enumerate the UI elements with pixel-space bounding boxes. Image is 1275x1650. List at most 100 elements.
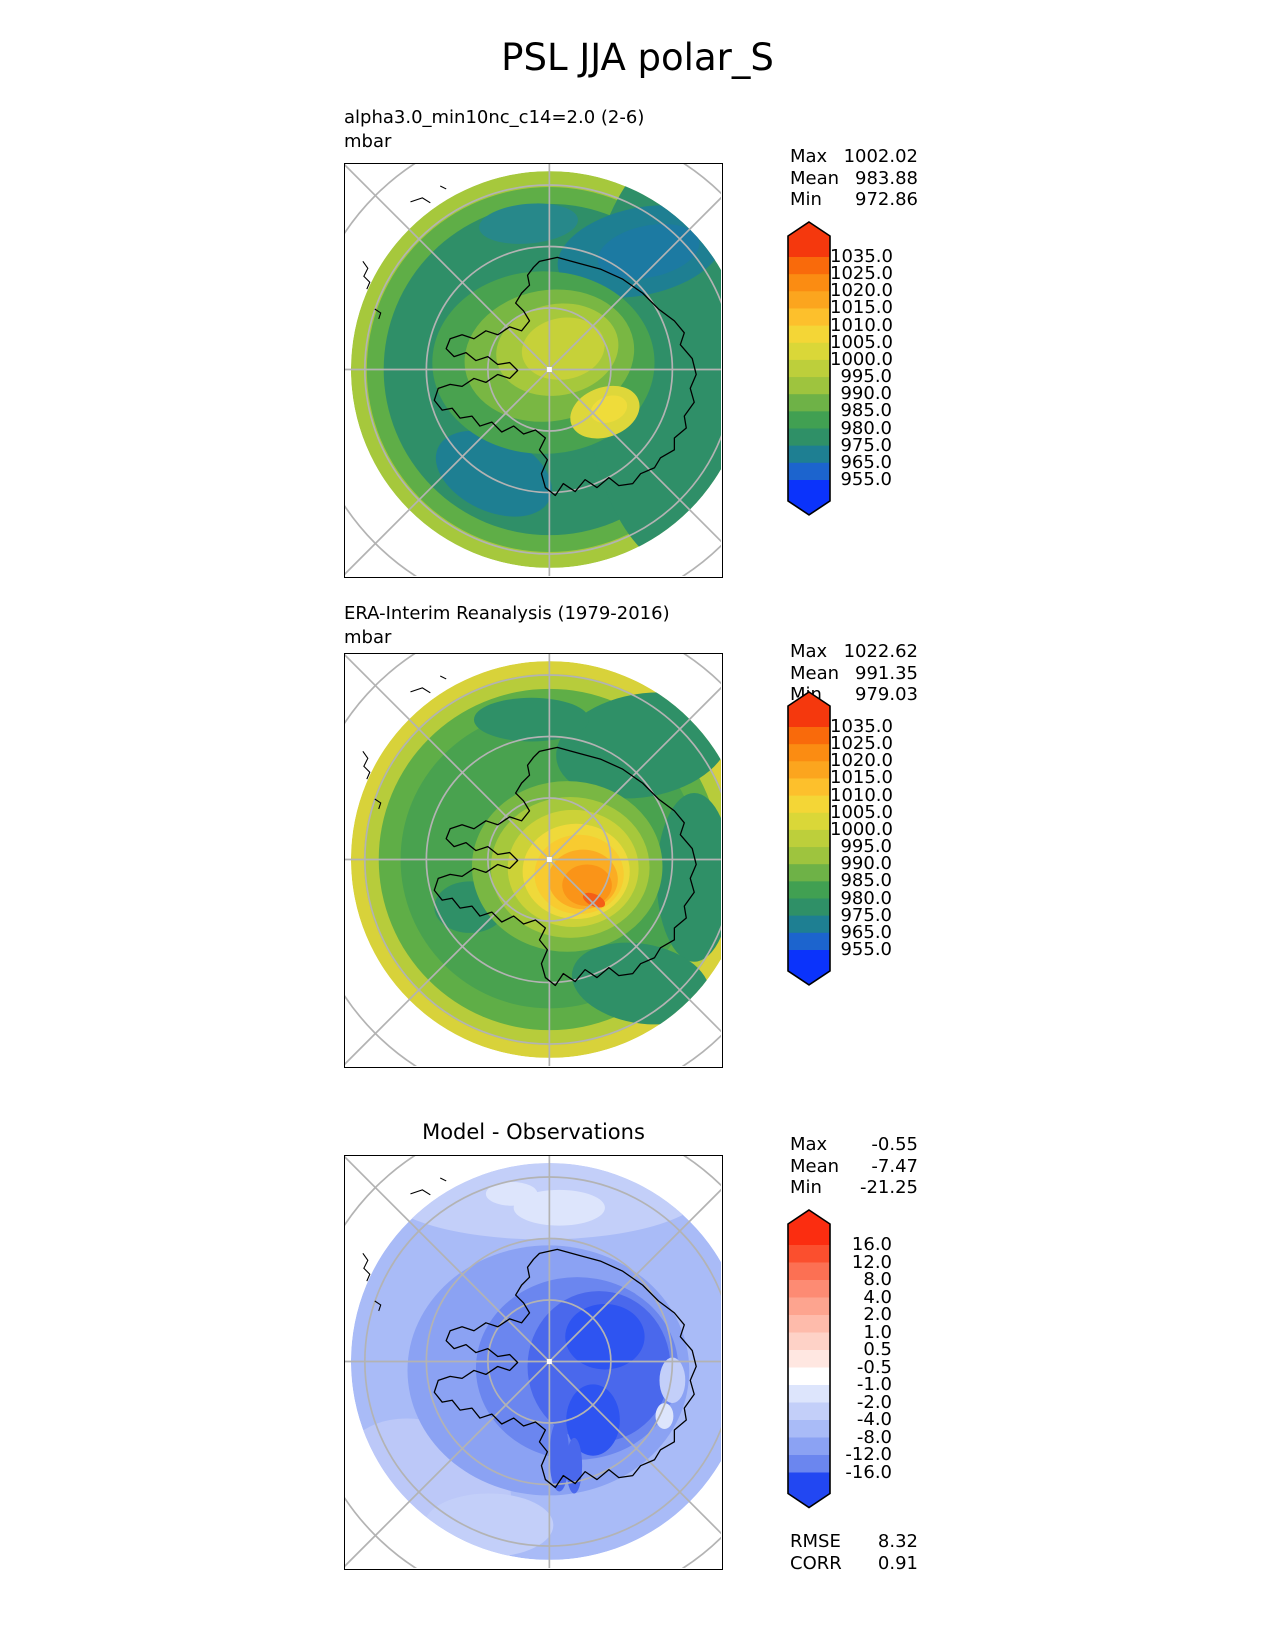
stat-row: Min -21.25 [790,1177,918,1199]
colorbar-tick-label: -8.0 [856,1426,892,1448]
colorbar-tick-label: 1015.0 [830,767,893,789]
colorbar-segment [788,829,830,848]
meridian-line [548,1188,721,1363]
graticule-layer [345,164,721,576]
colorbar-reference [786,690,832,993]
metric-row: RMSE 8.32 [790,1531,918,1553]
colorbar-tick-label: 1020.0 [830,750,893,772]
colorbar-tick-label: -0.5 [856,1356,892,1378]
colorbar-segment [788,256,830,275]
colorbar-tick-label: -2.0 [856,1391,892,1413]
metric-row: CORR 0.91 [790,1553,918,1575]
contour-region [473,697,590,742]
stat-label: Min [790,189,822,210]
colorbar-outline [787,221,831,516]
colorbar-segment [788,1350,830,1369]
colorbar-tick-label: -16.0 [845,1461,892,1483]
colorbar-segment [788,1262,830,1281]
colorbar-segment [788,377,830,395]
meridian-line [345,858,550,1066]
stat-label: Min [790,1177,822,1198]
panel-model-units: mbar [344,131,392,152]
island-coastline [374,1300,382,1312]
stat-row: Min 972.86 [790,189,918,211]
colorbar-segment [788,274,830,292]
pole-marker [546,1359,552,1364]
island-coastline [374,308,382,320]
metric-label: RMSE [790,1531,841,1552]
colorbar-segment [788,761,830,780]
stat-value: 991.35 [855,662,918,684]
antarctica-coastline [433,1248,697,1489]
colorbar-segment [788,1385,830,1404]
colorbar-tick-label: -1.0 [856,1374,892,1395]
contour-region [556,692,721,799]
polar-map-svg [345,1156,721,1568]
contour-region [379,1163,708,1240]
colorbar-tick-label: 2.0 [863,1304,892,1325]
colorbar-tick-label: 1005.0 [830,331,893,353]
contour-region [565,1303,645,1370]
contour-region [513,1189,605,1226]
colorbar-tick-label: 8.0 [863,1269,892,1290]
colorbar-tick-label: 955.0 [840,938,892,960]
colorbar-tick-label: 1010.0 [830,314,893,336]
stat-value: -7.47 [871,1155,918,1177]
stat-row: Mean 991.35 [790,663,918,685]
colorbar-segment [788,881,830,900]
colorbar-tick-label: 1035.0 [830,716,893,737]
colorbar-segment [788,726,830,745]
metric-label: CORR [790,1552,842,1574]
colorbar-segment [788,359,830,378]
colorbar-svg [787,221,831,516]
colorbar-segment [788,1280,830,1299]
meridian-line [345,1156,550,1363]
colorbar-segment [788,898,830,917]
island-coastline [374,798,382,810]
colorbar-tick-label: 965.0 [840,451,892,473]
panel-model-header: alpha3.0_min10nc_c14=2.0 (2-6) mbar [344,106,644,154]
panel-reference-header: ERA-Interim Reanalysis (1979-2016) mbar [344,602,670,650]
colorbar-segment [788,1245,830,1264]
colorbar-tick-label: 985.0 [840,870,892,892]
panel-difference-title: Model - Observations [422,1120,645,1144]
panel-reference-subtitle: ERA-Interim Reanalysis (1979-2016) [344,603,670,624]
meridian-line [345,1360,550,1568]
colorbar-model [786,220,832,523]
contour-region [485,1181,538,1206]
colorbar-tick-label: 995.0 [840,836,892,858]
colorbar-tick-label: 975.0 [840,904,892,926]
colorbar-segment [788,308,830,327]
contour-region [659,1357,686,1404]
colorbar-segment [788,1367,830,1386]
colorbar-segment [788,864,830,882]
polar-map-svg [345,654,721,1066]
meridian-line [345,368,550,576]
colorbar-outline [787,691,831,986]
graticule-layer [345,1156,721,1568]
colorbar-cap-bottom [788,949,830,985]
colorbar-cap-top [788,221,830,257]
colorbar-tick-label: 1025.0 [830,263,893,285]
colorbar-tick-label: -4.0 [856,1409,892,1430]
stat-label: Max [790,641,828,662]
meridian-line [548,368,721,543]
stat-value: 972.86 [855,189,918,210]
colorbar-segment [788,932,830,951]
stat-row: Mean -7.47 [790,1156,918,1178]
colorbar-segment [788,428,830,447]
colorbar-segment [788,744,830,762]
island-coastline [439,1177,447,1182]
stat-value: 979.03 [855,684,918,705]
colorbar-segment [788,915,830,934]
antarctica-coastline [433,746,697,987]
stat-label: Mean [790,167,840,189]
meridian-line [548,686,721,861]
colorbar-tick-label: 1010.0 [830,784,893,806]
colorbar-svg [787,1209,831,1509]
panel-reference-units: mbar [344,627,392,648]
stat-row: Mean 983.88 [790,168,918,190]
panel-model-subtitle: alpha3.0_min10nc_c14=2.0 (2-6) [344,107,645,128]
colorbar-cap-top [788,1210,830,1245]
